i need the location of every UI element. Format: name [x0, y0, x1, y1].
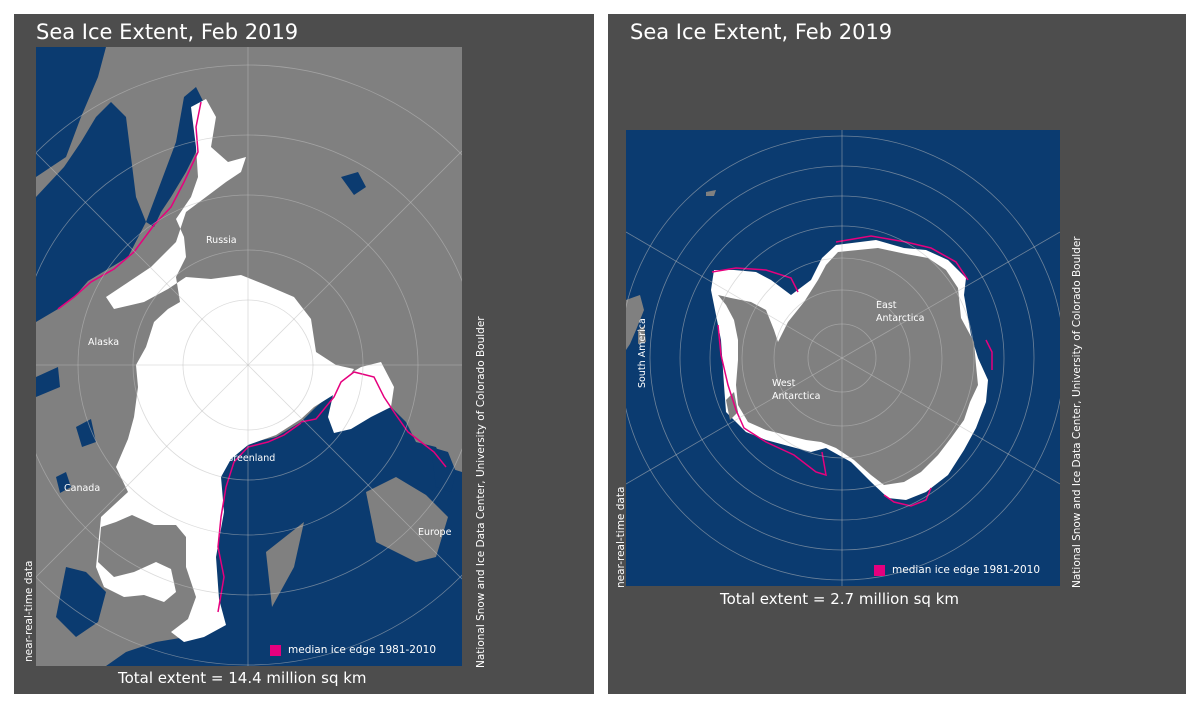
arctic-source-credit: National Snow and Ice Data Center, Unive…	[475, 316, 487, 668]
antarctic-map: East Antarctica West Antarctica South Am…	[626, 130, 1060, 586]
arctic-total-extent: Total extent = 14.4 million sq km	[118, 669, 367, 687]
label-europe: Europe	[418, 527, 452, 538]
arctic-legend-label: median ice edge 1981-2010	[288, 644, 437, 656]
antarctic-title: Sea Ice Extent, Feb 2019	[630, 20, 893, 44]
label-russia: Russia	[206, 235, 237, 246]
arctic-panel: Sea Ice Extent, Feb 2019	[14, 14, 594, 694]
arctic-status: near-real-time data	[23, 560, 35, 662]
label-alaska: Alaska	[88, 337, 119, 348]
antarctic-status: near-real-time data	[615, 486, 627, 588]
antarctic-legend-label: median ice edge 1981-2010	[892, 564, 1041, 576]
label-west-antarctica-1: West	[772, 378, 796, 389]
arctic-legend: median ice edge 1981-2010	[270, 644, 436, 656]
antarctic-total-extent: Total extent = 2.7 million sq km	[720, 590, 960, 608]
antarctic-panel: Sea Ice Extent, Feb 2019	[608, 14, 1186, 694]
label-east-antarctica-1: East	[876, 300, 897, 311]
median-edge-swatch	[270, 644, 281, 656]
median-edge-swatch	[874, 564, 885, 576]
label-canada: Canada	[64, 483, 100, 494]
label-south-america: South America	[637, 318, 648, 388]
label-greenland: Greenland	[226, 453, 275, 464]
label-east-antarctica-2: Antarctica	[876, 313, 924, 324]
arctic-title: Sea Ice Extent, Feb 2019	[36, 20, 299, 44]
label-west-antarctica-2: Antarctica	[772, 391, 820, 402]
arctic-map: Russia Alaska Canada Greenland Europe	[36, 47, 462, 666]
antarctic-source-credit: National Snow and Ice Data Center, Unive…	[1071, 236, 1083, 588]
antarctic-legend: median ice edge 1981-2010	[874, 564, 1040, 576]
